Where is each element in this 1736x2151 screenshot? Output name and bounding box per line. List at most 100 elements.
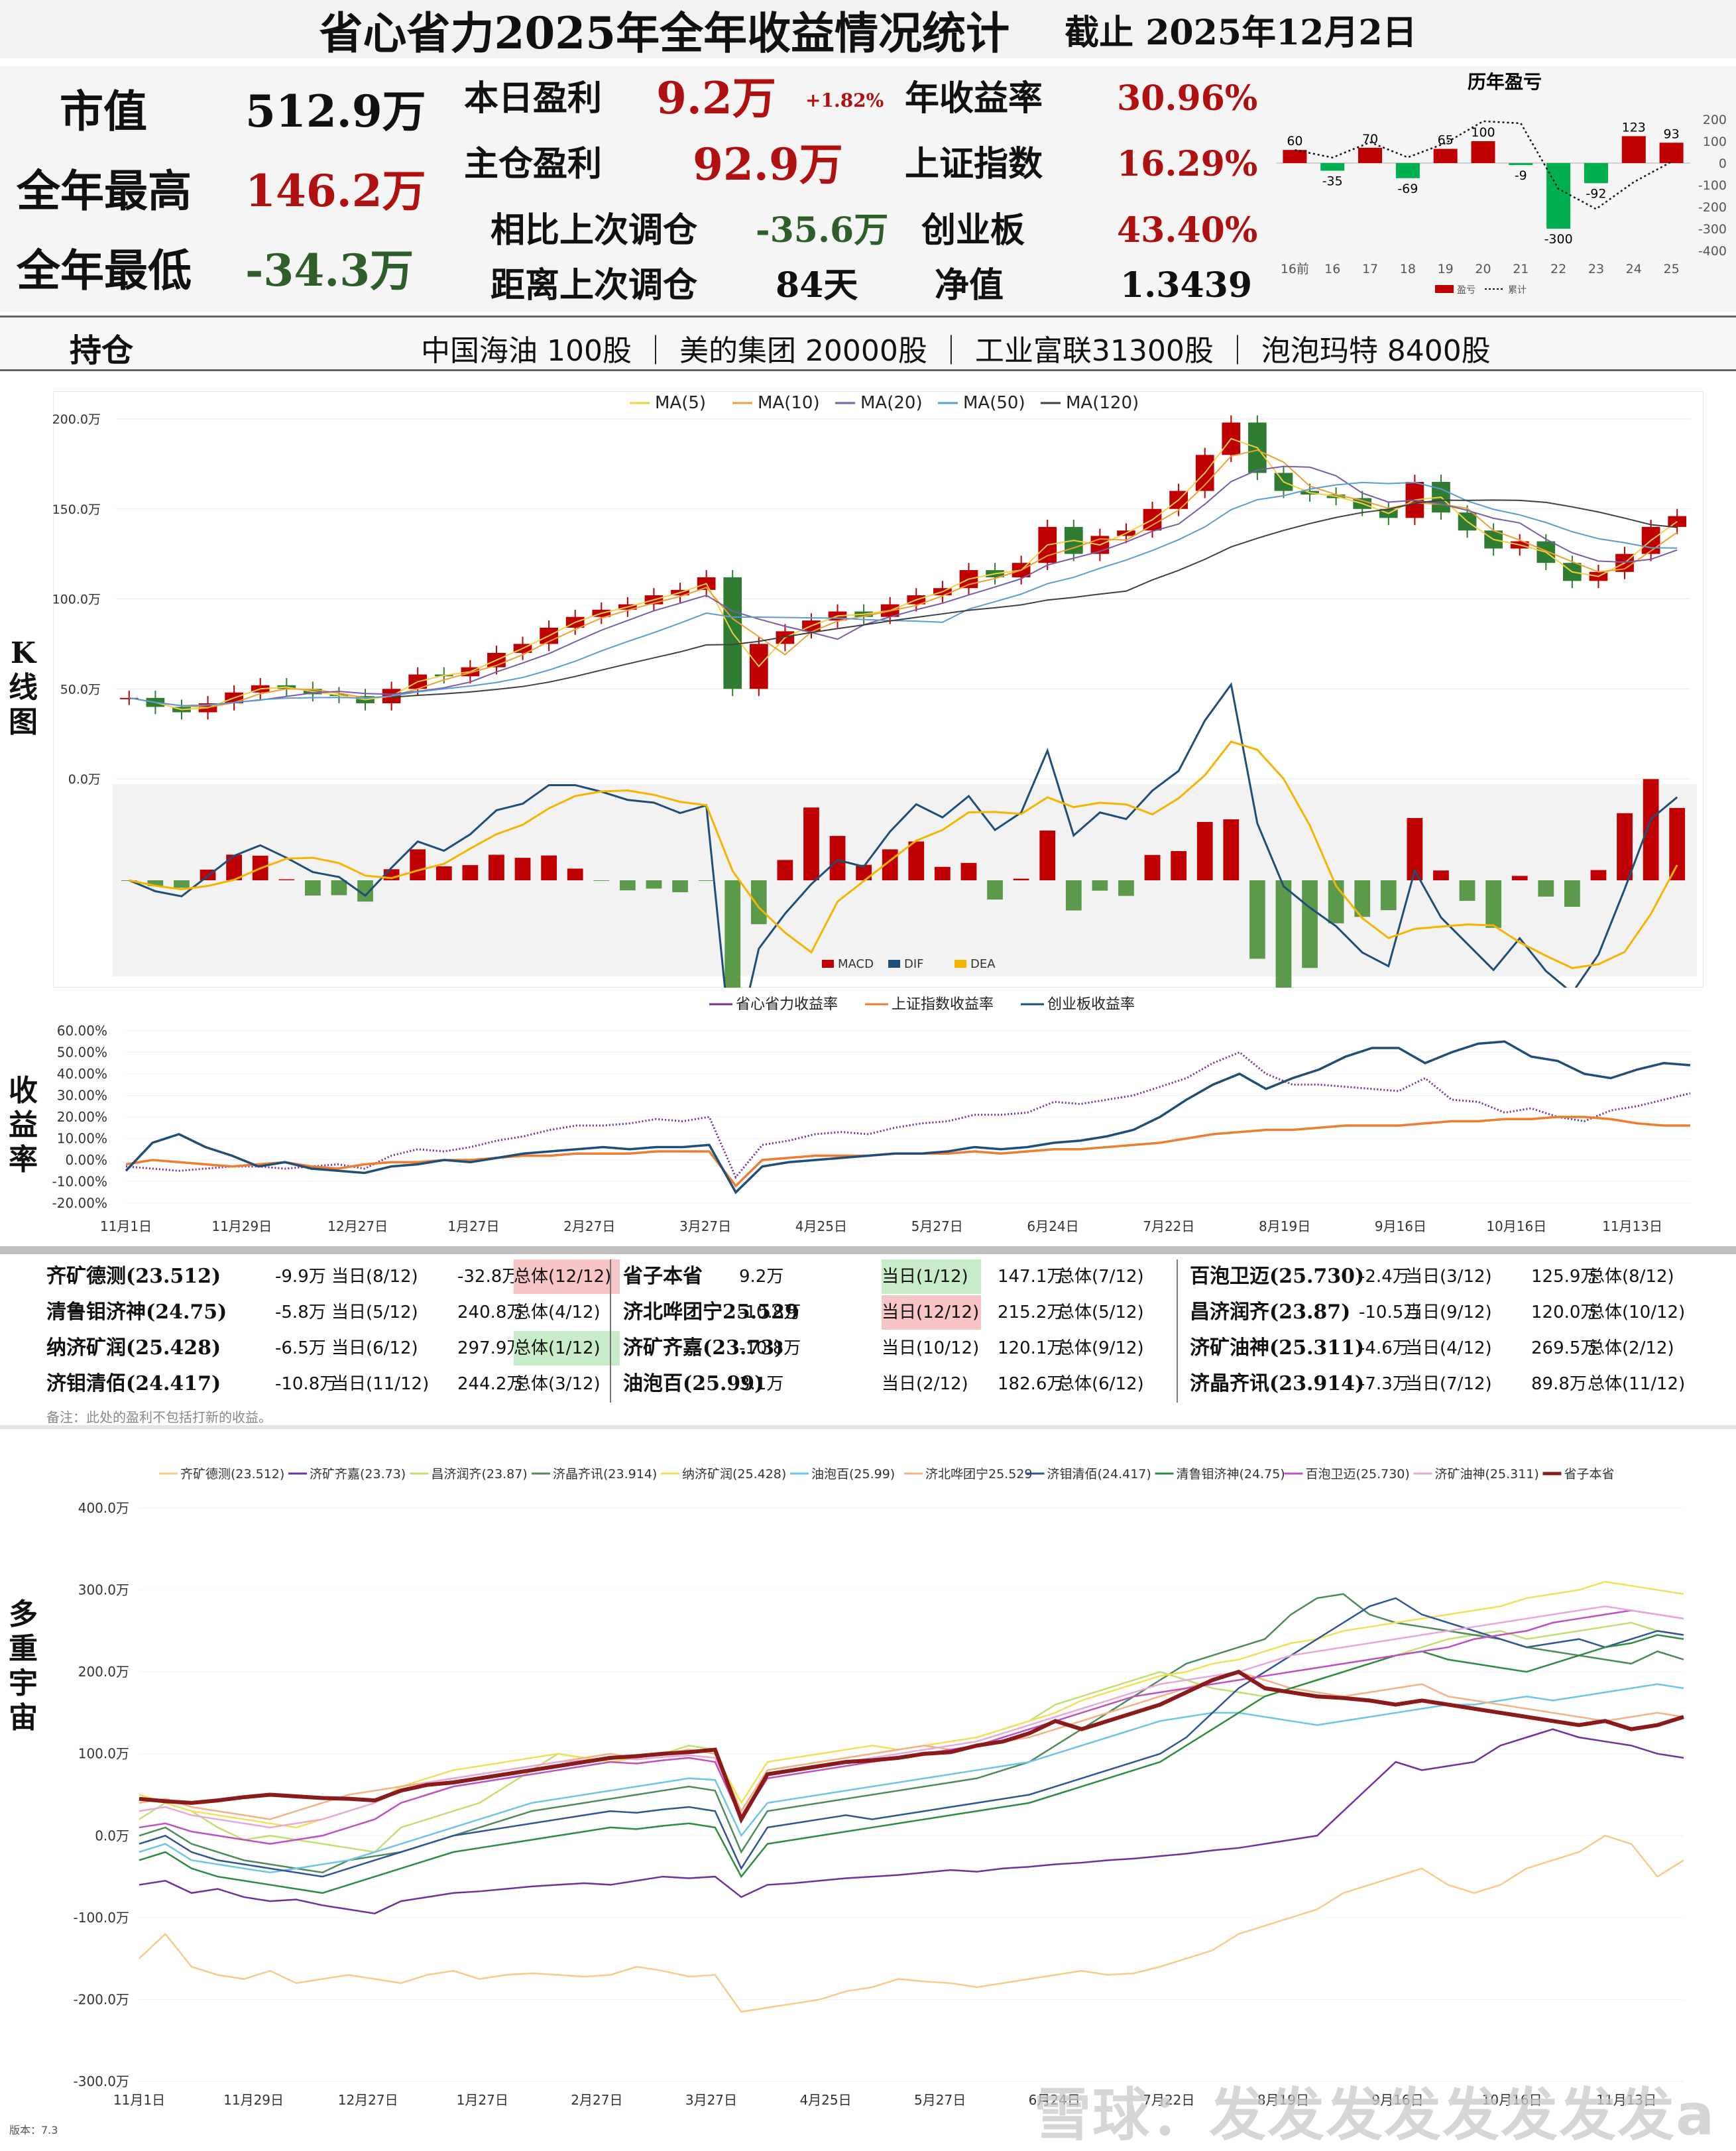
kline-y-tick: 100.0万 xyxy=(53,593,101,607)
returns-x-tick: 5月27日 xyxy=(911,1218,963,1234)
macd-bar xyxy=(1564,880,1580,907)
table-cell-name: 百泡卫迈(25.730) xyxy=(1190,1265,1365,1288)
returns-series-line xyxy=(125,1051,1691,1179)
table-cell-name: 省子本省 xyxy=(623,1265,703,1288)
multi-y-tick: 300.0万 xyxy=(78,1582,129,1598)
table-cell-total: 215.2万 xyxy=(998,1303,1065,1322)
multi-legend-label: 纳济矿润(25.428) xyxy=(682,1467,786,1482)
market-value-label: 市值 xyxy=(60,86,147,137)
today-pct: +1.82% xyxy=(805,89,884,111)
table-cell-day: -10.8万 xyxy=(739,1338,801,1358)
multi-legend-label: 省子本省 xyxy=(1564,1467,1615,1482)
table-cell-day-rank: 当日(4/12) xyxy=(1405,1338,1492,1358)
multi-series-line xyxy=(139,1597,1684,1878)
macd-dif-line xyxy=(129,681,1678,988)
title-bar: 省心省力2025年全年收益情况统计 截止 2025年12月2日 xyxy=(0,0,1736,59)
kline-candle xyxy=(1668,516,1687,527)
macd-bar xyxy=(1171,851,1186,880)
year-rate: 30.96% xyxy=(1117,78,1258,119)
macd-bar xyxy=(1065,880,1082,911)
table-column-divider xyxy=(610,1259,611,1403)
multi-x-tick: 6月24日 xyxy=(1029,2092,1080,2108)
yearly-bar-label: 123 xyxy=(1622,120,1646,135)
table-cell-day-rank: 当日(11/12) xyxy=(331,1374,430,1394)
table-cell-total-rank: 总体(4/12) xyxy=(514,1303,601,1322)
multi-x-tick: 12月27日 xyxy=(338,2092,398,2108)
table-cell-total: 120.1万 xyxy=(998,1338,1065,1358)
returns-x-tick: 11月13日 xyxy=(1602,1218,1662,1234)
returns-x-tick: 11月1日 xyxy=(100,1218,152,1234)
table-note: 备注：此处的盈利不包括打新的收益。 xyxy=(46,1409,272,1425)
multi-y-tick: 0.0万 xyxy=(95,1828,129,1843)
yearly-bar-label: 65 xyxy=(1438,133,1454,148)
yearly-x-tick: 25 xyxy=(1663,262,1679,276)
returns-x-tick: 4月25日 xyxy=(795,1218,847,1234)
kline-y-tick: 200.0万 xyxy=(53,412,101,427)
yearly-x-tick: 24 xyxy=(1626,262,1642,276)
kline-ma-line xyxy=(391,499,1678,698)
as-of-date: 截止 2025年12月2日 xyxy=(1065,13,1417,53)
table-cell-day: -7.3万 xyxy=(1359,1374,1410,1394)
multi-series-line xyxy=(139,1634,1684,1894)
table-cell-total: 297.9万 xyxy=(457,1338,524,1358)
macd-bar xyxy=(435,866,452,880)
table-cell-total: 269.5万 xyxy=(1531,1338,1598,1358)
returns-x-tick: 3月27日 xyxy=(679,1218,731,1234)
table-cell-total-rank: 总体(1/12) xyxy=(514,1331,620,1366)
multi-legend-label: 清鲁钼济神(24.75) xyxy=(1177,1467,1285,1482)
cyb-label: 创业板 xyxy=(921,210,1025,251)
yearly-x-tick: 16前 xyxy=(1281,262,1309,276)
multi-series-line xyxy=(139,1683,1684,1874)
table-cell-day-rank: 当日(7/12) xyxy=(1405,1374,1492,1394)
table-cell-total-rank: 总体(8/12) xyxy=(1588,1267,1674,1287)
table-cell-total-rank: 总体(11/12) xyxy=(1588,1374,1686,1394)
macd-bar xyxy=(1485,880,1501,928)
macd-bar xyxy=(1039,830,1056,880)
yearly-x-tick: 23 xyxy=(1588,262,1604,276)
macd-bar xyxy=(357,880,373,902)
yearly-chart-title: 历年盈亏 xyxy=(1468,71,1542,93)
multi-y-tick: 400.0万 xyxy=(78,1500,129,1516)
yearly-bar xyxy=(1546,163,1571,229)
multi-x-tick: 2月27日 xyxy=(571,2092,622,2108)
returns-y-tick: 60.00% xyxy=(57,1023,107,1039)
macd-bar xyxy=(724,880,741,988)
multi-x-tick: 1月27日 xyxy=(457,2092,508,2108)
kline-ma-line xyxy=(129,465,1678,707)
table-cell-name: 济钼清佰(24.417) xyxy=(46,1372,221,1395)
multi-x-tick: 11月13日 xyxy=(1596,2092,1656,2108)
table-cell-name: 昌济润齐(23.87) xyxy=(1190,1301,1351,1324)
yearly-x-tick: 17 xyxy=(1362,262,1378,276)
macd-bar xyxy=(1302,880,1318,968)
macd-background xyxy=(113,784,1697,976)
macd-bar xyxy=(331,880,347,896)
multi-legend-label: 济晶齐讯(23.914) xyxy=(553,1467,657,1482)
table-cell-day: 9.2万 xyxy=(739,1267,784,1287)
multi-legend-label: 油泡百(25.99) xyxy=(811,1467,895,1482)
sh-label: 上证指数 xyxy=(905,144,1043,184)
table-cell-total: 240.8万 xyxy=(457,1303,524,1322)
macd-legend-label: DEA xyxy=(970,957,996,971)
macd-bar xyxy=(1144,854,1161,880)
kline-legend-label: MA(5) xyxy=(655,393,706,413)
macd-bar xyxy=(541,855,557,880)
macd-bar xyxy=(987,880,1003,900)
macd-bar xyxy=(567,868,583,880)
table-bottom-rule xyxy=(0,1425,1736,1429)
returns-y-tick: 50.00% xyxy=(57,1045,107,1061)
table-cell-name: 济晶齐讯(23.914) xyxy=(1190,1372,1365,1395)
macd-bar xyxy=(750,880,767,925)
returns-series-line xyxy=(125,1116,1690,1188)
macd-legend-label: DIF xyxy=(904,957,924,971)
multiverse-chart: 400.0万 300.0万 200.0万 100.0万 0.0万 -100.0万 -200.… xyxy=(74,1467,1684,2108)
macd-legend-swatch xyxy=(888,960,900,968)
macd-bar xyxy=(147,880,164,886)
returns-y-tick: 40.00% xyxy=(57,1066,107,1082)
macd-bar xyxy=(698,880,715,881)
multi-x-tick: 7月22日 xyxy=(1143,2092,1194,2108)
table-cell-name: 清鲁钼济神(24.75) xyxy=(46,1301,227,1324)
yearly-cumulative-line xyxy=(1295,120,1672,210)
multi-x-tick: 3月27日 xyxy=(685,2092,737,2108)
table-cell-total: -32.8万 xyxy=(457,1267,520,1287)
macd-legend-label: MACD xyxy=(838,957,874,971)
